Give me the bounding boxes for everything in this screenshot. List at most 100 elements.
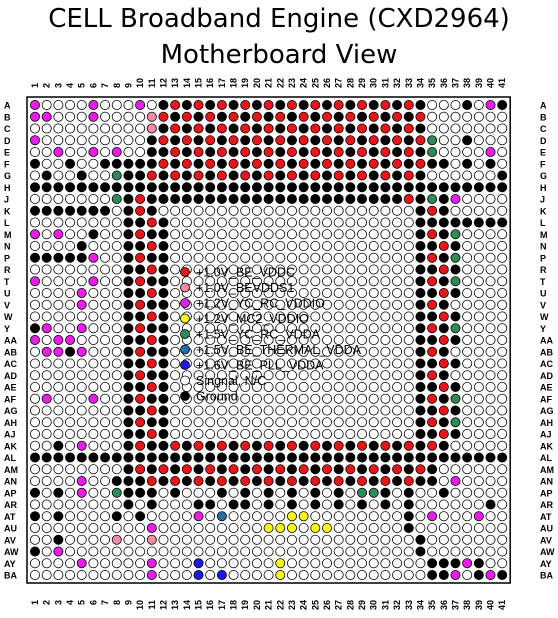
ball-AU35 [427,523,438,534]
ball-T36 [438,276,449,287]
legend-swatch [180,267,190,277]
ball-K36 [438,205,449,216]
ball-J16 [205,193,216,204]
ball-M9 [123,229,134,240]
ball-AH20 [251,417,262,428]
ball-W21 [263,311,274,322]
ball-AT31 [380,511,391,522]
ball-AK32 [392,440,403,451]
ball-C23 [286,123,297,134]
ball-J7 [100,193,111,204]
ball-AA35 [427,334,438,345]
ball-L39 [473,217,484,228]
ball-AM18 [228,464,239,475]
ball-BA39 [473,570,484,581]
ball-AT13 [170,511,181,522]
ball-AE15 [193,381,204,392]
ball-V36 [438,299,449,310]
ball-AV15 [193,534,204,545]
ball-R26 [321,264,332,275]
ball-AL14 [181,452,192,463]
ball-J4 [65,193,76,204]
ball-AK18 [228,440,239,451]
ball-AN14 [181,475,192,486]
ball-J35 [427,193,438,204]
ball-K27 [333,205,344,216]
ball-U18 [228,287,239,298]
ball-AG31 [380,405,391,416]
ball-AD7 [100,370,111,381]
row-label-left: C [4,124,11,134]
ball-BA25 [310,570,321,581]
ball-AJ41 [497,428,508,439]
ball-AP37 [450,487,461,498]
ball-AD25 [310,370,321,381]
ball-AC7 [100,358,111,369]
ball-U24 [298,287,309,298]
ball-AC28 [345,358,356,369]
ball-C28 [345,123,356,134]
ball-U8 [111,287,122,298]
col-label-bottom: 14 [182,600,192,610]
ball-AA13 [170,334,181,345]
ball-AH3 [53,417,64,428]
row-label-left: AP [4,488,17,498]
ball-AG17 [216,405,227,416]
ball-C13 [170,123,181,134]
ball-Y28 [345,323,356,334]
ball-AH7 [100,417,111,428]
row-label-left: AM [4,465,18,475]
ball-AL5 [76,452,87,463]
ball-N16 [205,240,216,251]
ball-A8 [111,100,122,111]
ball-AE33 [403,381,414,392]
ball-AK6 [88,440,99,451]
ball-R32 [392,264,403,275]
ball-AC13 [170,358,181,369]
ball-L20 [251,217,262,228]
ball-B30 [368,111,379,122]
ball-AB13 [170,346,181,357]
ball-AU34 [415,523,426,534]
ball-AN20 [251,475,262,486]
ball-AJ26 [321,428,332,439]
ball-AJ23 [286,428,297,439]
ball-P37 [450,252,461,263]
ball-AG34 [415,405,426,416]
ball-V13 [170,299,181,310]
ball-AT12 [158,511,169,522]
ball-AA23 [286,334,297,345]
ball-AR23 [286,499,297,510]
row-label-right: AG [540,406,554,416]
ball-K8 [111,205,122,216]
ball-AE30 [368,381,379,392]
ball-A33 [403,100,414,111]
ball-A21 [263,100,274,111]
ball-M26 [321,229,332,240]
ball-AJ11 [146,428,157,439]
col-label-top: 38 [462,78,472,88]
ball-AC10 [135,358,146,369]
ball-AV9 [123,534,134,545]
ball-AK29 [357,440,368,451]
ball-AL4 [65,452,76,463]
ball-AC5 [76,358,87,369]
ball-AC2 [41,358,52,369]
ball-R35 [427,264,438,275]
ball-AM36 [438,464,449,475]
ball-AB36 [438,346,449,357]
ball-G11 [146,170,157,181]
ball-K15 [193,205,204,216]
ball-A11 [146,100,157,111]
ball-AT14 [181,511,192,522]
ball-AD30 [368,370,379,381]
ball-AM19 [240,464,251,475]
ball-G3 [53,170,64,181]
ball-Y21 [263,323,274,334]
row-labels-right: ABCDEFGHJKLMNPRTUVWYAAABACADAEAFAGAHAJAK… [540,101,555,581]
ball-BA4 [65,570,76,581]
ball-A34 [415,100,426,111]
ball-V10 [135,299,146,310]
ball-AW27 [333,546,344,557]
ball-AW41 [497,546,508,557]
